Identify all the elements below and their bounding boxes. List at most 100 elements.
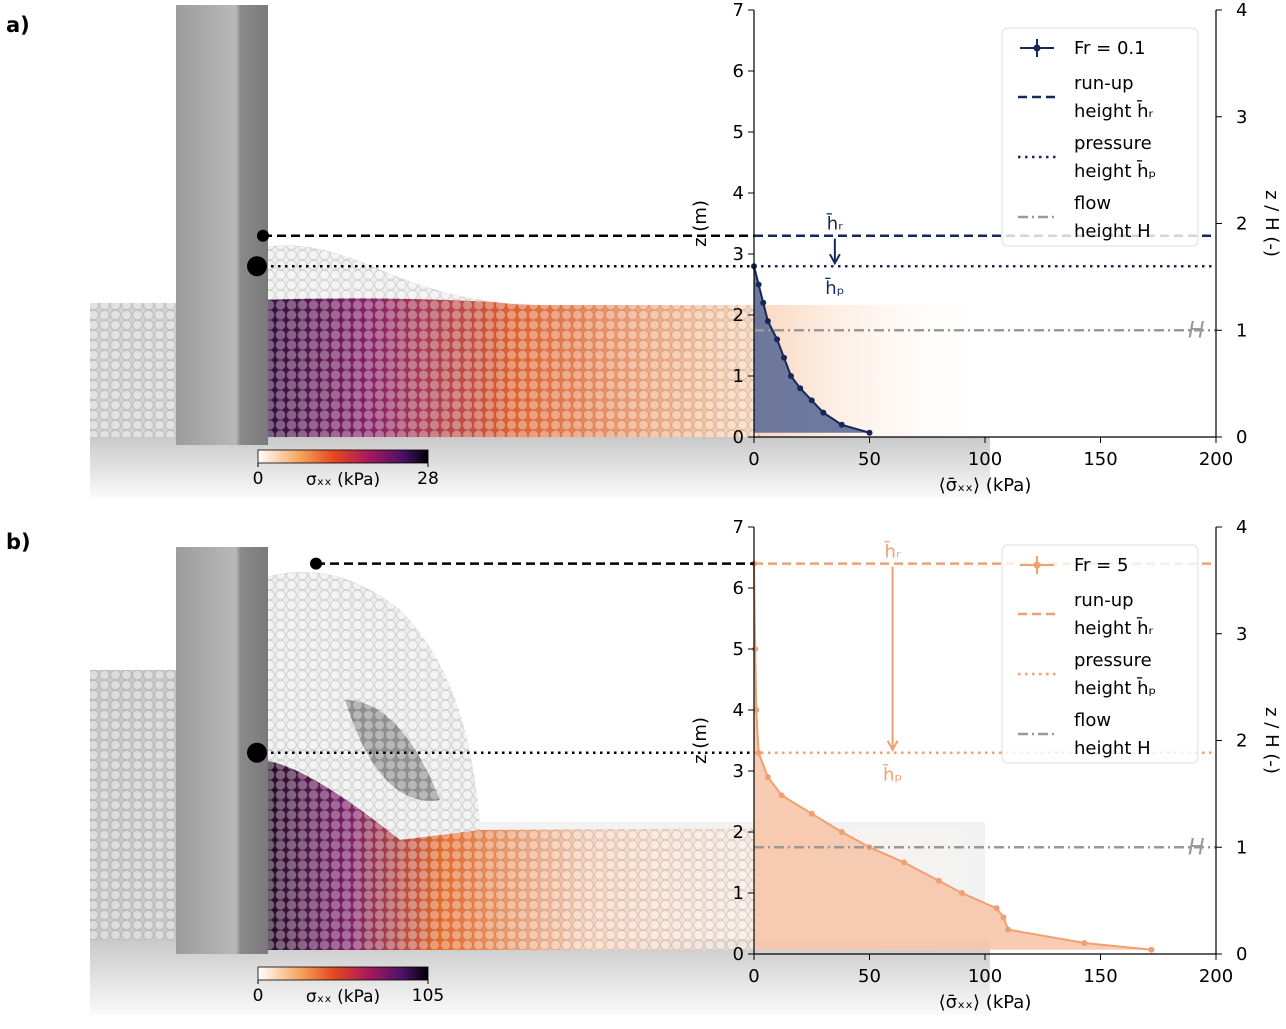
legend-label: height h̄ᵣ bbox=[1074, 617, 1154, 639]
y-tick-label: 4 bbox=[733, 183, 744, 204]
area bbox=[754, 563, 1152, 950]
x-tick-label: 200 bbox=[1199, 966, 1233, 987]
y-tick-label: 6 bbox=[733, 578, 744, 599]
marker bbox=[808, 810, 815, 817]
marker bbox=[993, 905, 1000, 912]
legend-label: flow bbox=[1074, 710, 1111, 731]
y-tick-label: 3 bbox=[733, 244, 744, 265]
marker bbox=[1000, 914, 1007, 921]
x-tick-label: 200 bbox=[1199, 449, 1233, 470]
ref-dot bbox=[247, 256, 267, 277]
ref-dot bbox=[247, 742, 267, 763]
annotation: H bbox=[1188, 318, 1205, 343]
marker bbox=[935, 877, 942, 884]
marker bbox=[1148, 946, 1155, 953]
colorbar bbox=[257, 449, 429, 464]
marker bbox=[753, 707, 760, 713]
arrow-head bbox=[828, 253, 841, 266]
y2-tick-label: 2 bbox=[1236, 214, 1247, 235]
y-tick-label: 0 bbox=[733, 944, 744, 965]
colorbar-label: σₓₓ (kPa) bbox=[306, 470, 380, 490]
y-tick-label: 7 bbox=[733, 517, 744, 538]
y-tick-label: 1 bbox=[733, 883, 744, 904]
y-tick-label: 5 bbox=[733, 122, 744, 143]
marker bbox=[1081, 940, 1088, 947]
y2-axis-title: z / H (-) bbox=[1261, 190, 1282, 257]
x-tick-label: 50 bbox=[858, 449, 881, 470]
y-tick-label: 6 bbox=[733, 61, 744, 82]
marker bbox=[764, 774, 771, 781]
annotation: h̄ᵣ bbox=[826, 212, 843, 234]
x-tick-label: 150 bbox=[1083, 449, 1117, 470]
legend-swatch bbox=[1033, 44, 1041, 52]
legend-label: height H bbox=[1074, 738, 1151, 759]
panel-label: a) bbox=[6, 13, 30, 37]
marker bbox=[755, 749, 762, 756]
x-tick-label: 100 bbox=[968, 449, 1002, 470]
annotation: h̄ₚ bbox=[824, 277, 844, 299]
marker bbox=[1005, 926, 1012, 933]
x-tick-label: 0 bbox=[748, 966, 759, 987]
y2-tick-label: 4 bbox=[1236, 517, 1247, 538]
marker bbox=[755, 281, 762, 288]
annotation: H bbox=[1188, 835, 1205, 860]
y-axis-title: z (m) bbox=[690, 200, 711, 247]
profile-line bbox=[753, 265, 870, 434]
legend-swatch bbox=[1033, 561, 1041, 569]
legend-label: height h̄ₚ bbox=[1074, 160, 1156, 182]
legend-box bbox=[1001, 27, 1199, 247]
marker bbox=[781, 354, 788, 361]
y2-tick-label: 3 bbox=[1236, 624, 1247, 645]
annotation: h̄ₚ bbox=[882, 763, 902, 785]
legend-label: run-up bbox=[1074, 590, 1134, 611]
y-tick-label: 3 bbox=[733, 761, 744, 782]
marker bbox=[797, 385, 804, 392]
legend-label: Fr = 0.1 bbox=[1074, 38, 1146, 59]
marker bbox=[774, 336, 781, 343]
legend-label: pressure bbox=[1074, 650, 1152, 671]
panel-label: b) bbox=[6, 530, 31, 554]
arrow-head bbox=[886, 740, 899, 752]
y-tick-label: 4 bbox=[733, 700, 744, 721]
colorbar-tick-label: 0 bbox=[253, 986, 264, 1006]
y-tick-label: 7 bbox=[733, 0, 744, 21]
marker bbox=[901, 859, 908, 866]
y2-tick-label: 1 bbox=[1236, 320, 1247, 341]
y-tick-label: 2 bbox=[733, 305, 744, 326]
y2-axis-title: z / H (-) bbox=[1261, 707, 1282, 774]
legend-label: height h̄ᵣ bbox=[1074, 100, 1154, 122]
y2-tick-label: 4 bbox=[1236, 0, 1247, 21]
y-tick-label: 5 bbox=[733, 639, 744, 660]
y2-tick-label: 2 bbox=[1236, 731, 1247, 752]
colorbar-tick-label: 0 bbox=[253, 469, 264, 489]
legend-box bbox=[1001, 544, 1199, 764]
colorbar-label: σₓₓ (kPa) bbox=[306, 987, 380, 1007]
marker bbox=[778, 792, 785, 799]
legend-label: flow bbox=[1074, 193, 1111, 214]
x-tick-label: 50 bbox=[858, 966, 881, 987]
y2-tick-label: 1 bbox=[1236, 837, 1247, 858]
y-tick-label: 2 bbox=[733, 822, 744, 843]
marker bbox=[764, 318, 771, 325]
legend-label: pressure bbox=[1074, 133, 1152, 154]
render-a bbox=[90, 5, 990, 498]
y2-tick-label: 3 bbox=[1236, 107, 1247, 128]
ref-dot bbox=[257, 229, 269, 242]
x-tick-label: 100 bbox=[968, 966, 1002, 987]
area bbox=[754, 266, 870, 433]
marker bbox=[760, 299, 767, 306]
y-tick-label: 0 bbox=[733, 427, 744, 448]
legend-label: height h̄ₚ bbox=[1074, 677, 1156, 699]
marker bbox=[838, 421, 845, 428]
ref-dot bbox=[310, 557, 322, 570]
x-tick-label: 0 bbox=[748, 449, 759, 470]
colorbar-tick-label: 28 bbox=[417, 469, 439, 489]
x-axis-title: ⟨σ̄ₓₓ⟩ (kPa) bbox=[939, 475, 1032, 496]
y2-tick-label: 0 bbox=[1236, 944, 1247, 965]
marker bbox=[866, 429, 873, 436]
marker bbox=[958, 890, 965, 896]
y2-tick-label: 0 bbox=[1236, 427, 1247, 448]
legend-label: height H bbox=[1074, 221, 1151, 242]
annotation: h̄ᵣ bbox=[884, 540, 901, 562]
